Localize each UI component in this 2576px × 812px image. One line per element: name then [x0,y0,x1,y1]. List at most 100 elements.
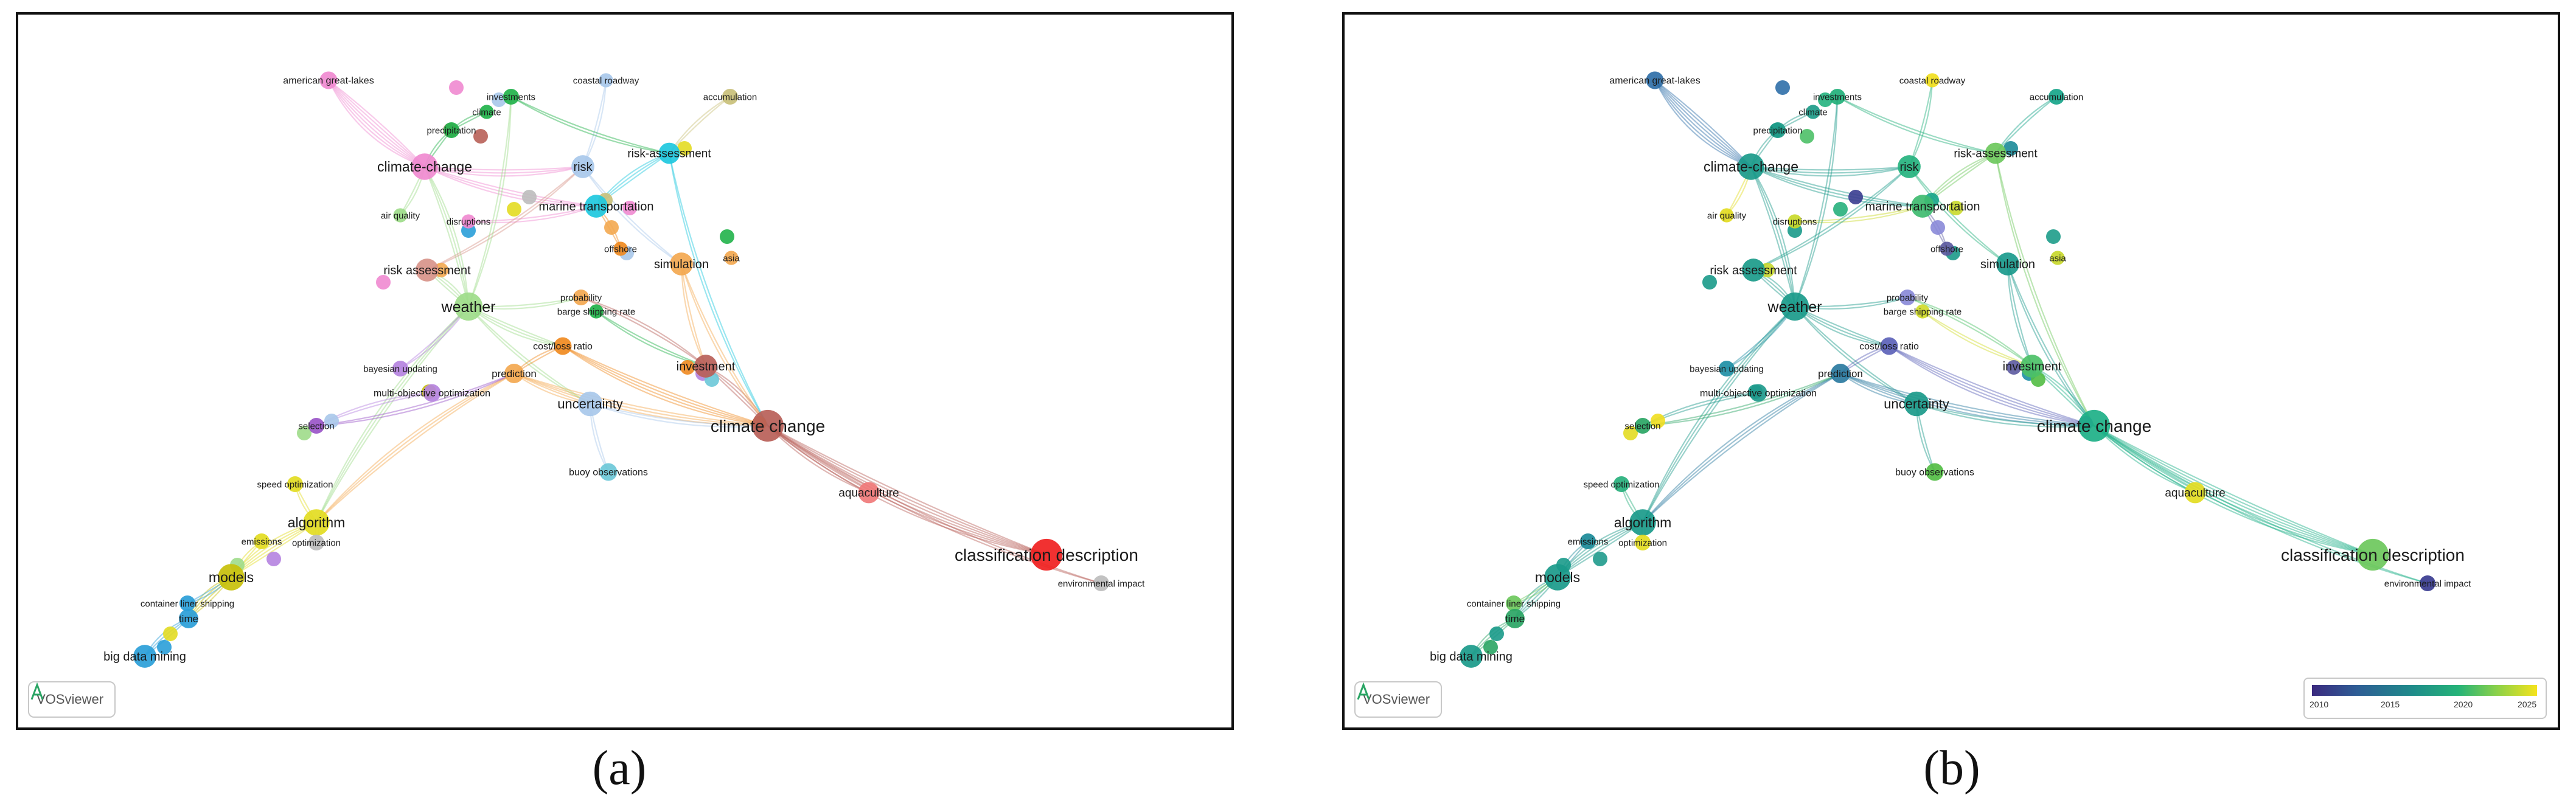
unlabeled-node[interactable] [677,141,692,156]
node-cost-loss-ratio[interactable] [554,337,572,355]
unlabeled-node[interactable] [1848,190,1863,204]
node-climate[interactable] [1806,105,1820,119]
node-risk[interactable] [571,155,594,178]
node-air-quality[interactable] [393,208,408,223]
unlabeled-node[interactable] [1833,202,1848,217]
node-uncertainty[interactable] [577,391,603,417]
unlabeled-node[interactable] [1483,640,1498,654]
unlabeled-node[interactable] [2003,141,2018,156]
node-prediction[interactable] [1831,364,1850,383]
node-classification-description[interactable] [1030,538,1063,571]
node-risk-assessment[interactable] [1742,259,1765,282]
node-offshore[interactable] [613,241,628,256]
node-selection[interactable] [308,417,325,434]
node-climate-change[interactable] [1738,153,1764,180]
node-offshore[interactable] [1940,241,1954,256]
unlabeled-node[interactable] [1818,92,1833,107]
node-optimization[interactable] [308,534,325,551]
unlabeled-node[interactable] [1593,552,1607,566]
node-speed-optimization[interactable] [287,476,304,493]
unlabeled-node[interactable] [449,80,464,95]
unlabeled-node[interactable] [1930,220,1945,235]
node-climate[interactable] [479,105,494,119]
node-aquaculture[interactable] [858,482,880,504]
node-aquaculture[interactable] [2184,482,2206,504]
node-time[interactable] [179,609,198,628]
unlabeled-node[interactable] [2007,360,2021,375]
unlabeled-node[interactable] [1949,201,1963,215]
node-asia[interactable] [2050,251,2065,265]
unlabeled-node[interactable] [1775,80,1790,95]
node-emissions[interactable] [253,533,270,550]
node-marine-transportation[interactable] [585,195,608,218]
unlabeled-node[interactable] [622,201,637,215]
node-models[interactable] [1544,564,1571,591]
unlabeled-node[interactable] [522,190,537,204]
node-buoy-observations[interactable] [599,463,618,481]
unlabeled-node[interactable] [473,129,488,144]
unlabeled-node[interactable] [604,220,619,235]
unlabeled-node[interactable] [376,275,391,290]
node-climate-change[interactable] [751,409,784,442]
node-container-liner-shipping[interactable] [179,595,196,612]
node-risk-assessment[interactable] [658,142,680,164]
node-algorithm[interactable] [303,509,330,536]
node-disruptions[interactable] [461,214,476,229]
node-coastal-roadway[interactable] [599,73,613,88]
node-multi-objective-optimization[interactable] [423,384,441,402]
node-climate-change[interactable] [411,153,438,180]
unlabeled-node[interactable] [1651,414,1665,428]
node-probability[interactable] [573,289,590,306]
node-simulation[interactable] [670,252,693,276]
node-classification-description[interactable] [2356,538,2389,571]
node-accumulation[interactable] [722,88,739,105]
node-environmental-impact[interactable] [2419,575,2436,592]
node-barge-shipping-rate[interactable] [589,304,604,319]
node-risk-assessment[interactable] [416,259,439,282]
node-selection[interactable] [1634,417,1651,434]
node-investments[interactable] [503,88,520,105]
unlabeled-node[interactable] [1800,129,1814,144]
node-models[interactable] [218,564,245,591]
unlabeled-node[interactable] [492,92,506,107]
node-marine-transportation[interactable] [1911,195,1934,218]
unlabeled-node[interactable] [157,640,172,654]
node-container-liner-shipping[interactable] [1505,595,1522,612]
node-precipitation[interactable] [443,122,460,139]
node-precipitation[interactable] [1769,122,1786,139]
unlabeled-node[interactable] [2046,229,2061,244]
node-investment[interactable] [2021,355,2044,378]
unlabeled-node[interactable] [324,414,339,428]
unlabeled-node[interactable] [1702,275,1717,290]
node-risk[interactable] [1898,155,1921,178]
node-accumulation[interactable] [2048,88,2065,105]
unlabeled-node[interactable] [1489,626,1504,641]
node-weather[interactable] [454,292,483,321]
node-cost-loss-ratio[interactable] [1880,337,1898,355]
node-air-quality[interactable] [1719,208,1734,223]
node-bayesian-updating[interactable] [392,360,409,377]
node-environmental-impact[interactable] [1093,575,1110,592]
unlabeled-node[interactable] [720,229,734,244]
node-bayesian-updating[interactable] [1718,360,1735,377]
node-multi-objective-optimization[interactable] [1749,384,1767,402]
node-emissions[interactable] [1579,533,1596,550]
unlabeled-node[interactable] [297,426,312,440]
node-algorithm[interactable] [1629,509,1656,536]
node-simulation[interactable] [1996,252,2019,276]
unlabeled-node[interactable] [1623,426,1638,440]
node-probability[interactable] [1899,289,1916,306]
node-american-great-lakes[interactable] [319,71,338,89]
unlabeled-node[interactable] [266,552,281,566]
unlabeled-node[interactable] [163,626,178,641]
node-time[interactable] [1505,609,1525,628]
node-weather[interactable] [1780,292,1809,321]
node-optimization[interactable] [1634,534,1651,551]
node-coastal-roadway[interactable] [1925,73,1940,88]
unlabeled-node[interactable] [680,360,695,375]
node-big-data-mining[interactable] [133,645,156,668]
node-buoy-observations[interactable] [1926,463,1944,481]
node-prediction[interactable] [504,364,524,383]
node-risk-assessment[interactable] [1985,142,2007,164]
node-uncertainty[interactable] [1904,391,1929,417]
